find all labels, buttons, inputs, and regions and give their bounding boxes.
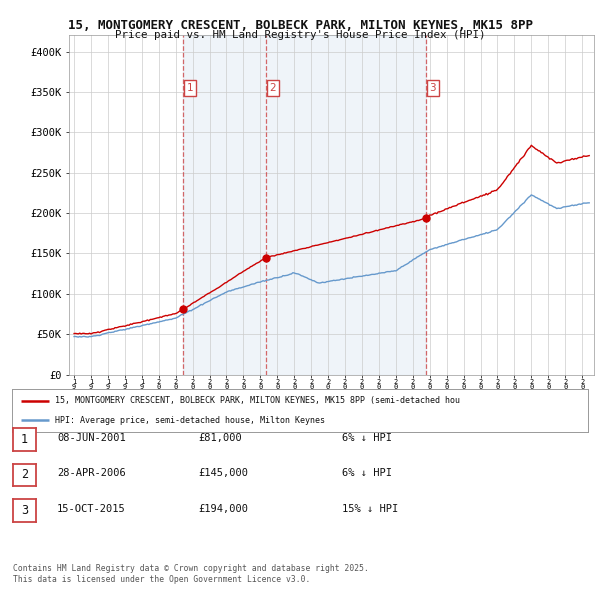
Text: 15-OCT-2015: 15-OCT-2015 xyxy=(57,504,126,513)
Text: Contains HM Land Registry data © Crown copyright and database right 2025.: Contains HM Land Registry data © Crown c… xyxy=(13,565,369,573)
Text: 1: 1 xyxy=(187,83,193,93)
Text: 3: 3 xyxy=(430,83,436,93)
Text: 15, MONTGOMERY CRESCENT, BOLBECK PARK, MILTON KEYNES, MK15 8PP (semi-detached ho: 15, MONTGOMERY CRESCENT, BOLBECK PARK, M… xyxy=(55,396,460,405)
Text: 3: 3 xyxy=(21,504,28,517)
Text: 6% ↓ HPI: 6% ↓ HPI xyxy=(342,433,392,442)
Text: Price paid vs. HM Land Registry's House Price Index (HPI): Price paid vs. HM Land Registry's House … xyxy=(115,30,485,40)
Text: 28-APR-2006: 28-APR-2006 xyxy=(57,468,126,478)
Text: HPI: Average price, semi-detached house, Milton Keynes: HPI: Average price, semi-detached house,… xyxy=(55,416,325,425)
Text: £81,000: £81,000 xyxy=(198,433,242,442)
Text: £145,000: £145,000 xyxy=(198,468,248,478)
Text: 15% ↓ HPI: 15% ↓ HPI xyxy=(342,504,398,513)
Text: 15, MONTGOMERY CRESCENT, BOLBECK PARK, MILTON KEYNES, MK15 8PP: 15, MONTGOMERY CRESCENT, BOLBECK PARK, M… xyxy=(67,19,533,32)
Text: This data is licensed under the Open Government Licence v3.0.: This data is licensed under the Open Gov… xyxy=(13,575,311,584)
Text: £194,000: £194,000 xyxy=(198,504,248,513)
Text: 1: 1 xyxy=(21,433,28,446)
Bar xyxy=(183,35,426,375)
Text: 2: 2 xyxy=(269,83,276,93)
Text: 08-JUN-2001: 08-JUN-2001 xyxy=(57,433,126,442)
Text: 6% ↓ HPI: 6% ↓ HPI xyxy=(342,468,392,478)
Text: 2: 2 xyxy=(21,468,28,481)
